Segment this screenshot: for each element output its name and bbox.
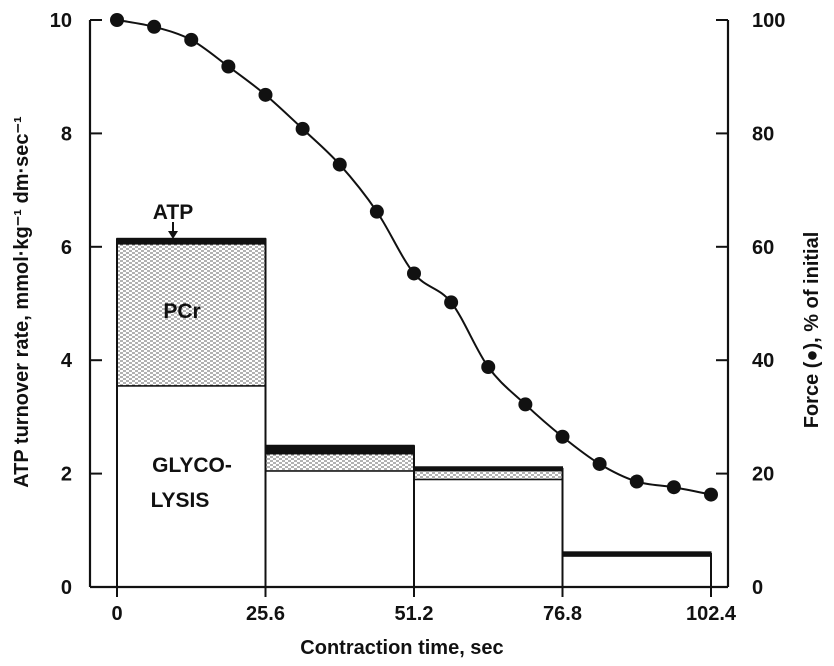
force-point-1	[110, 13, 124, 27]
force-point-2	[147, 19, 162, 34]
x-tick-label-1: 25.6	[246, 603, 285, 625]
glycolysis-annotation-line1: GLYCO-	[152, 454, 232, 477]
atp-annotation: ATP	[153, 201, 193, 224]
force-curve-layer	[110, 13, 718, 502]
force-point-7	[332, 157, 347, 172]
force-point-4	[221, 59, 236, 74]
y-axis-title: ATP turnover rate, mmol·kg⁻¹ dm·sec⁻¹	[11, 116, 33, 488]
force-point-14	[592, 456, 607, 471]
x-axis-title: Contraction time, sec	[300, 637, 503, 659]
bar-atp-4	[562, 551, 712, 557]
force-point-3	[184, 32, 199, 47]
bar-glycolysis-3	[413, 478, 564, 588]
y2-tick-label-1: 20	[752, 464, 774, 486]
y2-tick-label-4: 80	[752, 123, 774, 145]
force-point-13	[555, 429, 570, 444]
x-tick-label-2: 51.2	[395, 603, 434, 625]
y-tick-label-4: 8	[61, 123, 72, 145]
y2-tick-label-3: 60	[752, 237, 774, 259]
pcr-annotation: PCr	[163, 300, 200, 323]
force-point-15	[629, 474, 644, 489]
y2-tick-label-2: 40	[752, 350, 774, 372]
bar-atp-3	[413, 466, 563, 472]
force-point-6	[295, 121, 310, 136]
atp-arrow	[168, 222, 178, 239]
bar-pcr-2	[264, 453, 415, 472]
force-point-16	[666, 480, 681, 495]
force-point-12	[518, 397, 533, 412]
bar-glycolysis-4	[561, 554, 712, 589]
y-tick-label-0: 0	[61, 577, 72, 599]
bar-glycolysis-1	[116, 384, 267, 588]
bar-pcr-1	[116, 243, 267, 387]
bar-atp-2	[265, 444, 415, 455]
bar-atp-1	[116, 237, 266, 245]
force-point-8	[369, 204, 384, 219]
force-point-10	[444, 295, 459, 310]
y-tick-label-3: 6	[61, 237, 72, 259]
y2-axis-title: Force (●), % of initial	[801, 232, 823, 429]
y-tick-label-2: 4	[61, 350, 73, 372]
x-tick-label-4: 102.4	[686, 603, 737, 625]
glycolysis-annotation-line2: LYSIS	[151, 489, 210, 512]
x-tick-label-3: 76.8	[543, 603, 582, 625]
y2-tick-label-5: 100	[752, 10, 785, 32]
force-point-11	[481, 360, 496, 375]
bar-pcr-3	[413, 470, 564, 480]
bar-glycolysis-2	[264, 469, 415, 589]
y2-tick-label-0: 0	[752, 577, 763, 599]
y-tick-label-1: 2	[61, 464, 72, 486]
force-point-17	[704, 487, 718, 502]
y-tick-label-5: 10	[50, 10, 72, 32]
bars-layer	[116, 237, 712, 589]
force-point-9	[407, 266, 421, 281]
force-point-5	[258, 87, 273, 102]
x-tick-label-0: 0	[111, 603, 122, 625]
